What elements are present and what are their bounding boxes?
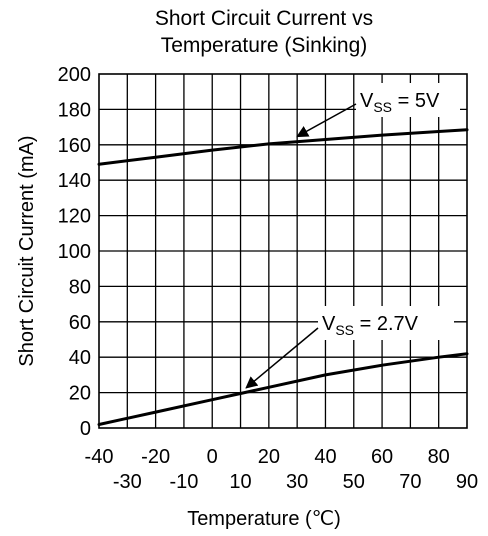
y-tick-label: 60 [69, 312, 91, 334]
y-tick-label: 80 [69, 276, 91, 298]
annotation-arrow [296, 103, 357, 138]
x-tick-label: 20 [258, 446, 280, 468]
y-tick-labels: 0 20 40 60 80 100 120 140 160 180 200 [58, 64, 91, 440]
y-tick-label: 40 [69, 347, 91, 369]
x-tick-labels: -40 -20 0 20 40 60 80 -30 -10 10 30 50 70 90 [85, 446, 479, 493]
y-tick-label: 20 [69, 383, 91, 405]
y-tick-label: 160 [58, 135, 91, 157]
chart-title-line1: Short Circuit Current vs [155, 7, 373, 30]
x-axis-label: Temperature (℃) [187, 508, 341, 530]
x-tick-label: -20 [141, 446, 170, 468]
x-tick-label: -10 [169, 471, 198, 493]
x-tick-label: -40 [85, 446, 114, 468]
x-tick-label: 10 [229, 471, 251, 493]
x-tick-label: 70 [399, 471, 421, 493]
y-axis-label: Short Circuit Current (mA) [16, 135, 38, 366]
x-tick-label: 80 [428, 446, 450, 468]
x-tick-label: 50 [343, 471, 365, 493]
x-tick-label: 0 [207, 446, 218, 468]
series-annotation-label: VSS = 2.7V [322, 313, 419, 338]
series-annotation-label: VSS = 5V [360, 90, 440, 115]
series-annotations: VSS = 5V VSS = 2.7V [245, 83, 460, 389]
y-tick-label: 0 [80, 418, 91, 440]
x-tick-label: -30 [113, 471, 142, 493]
plot-frame [98, 73, 468, 429]
series-line-1 [97, 128, 469, 166]
x-tick-label: 60 [371, 446, 393, 468]
y-tick-label: 100 [58, 241, 91, 263]
chart-title-line2: Temperature (Sinking) [161, 34, 368, 57]
annotation-background [318, 306, 454, 340]
series-lines [97, 128, 469, 426]
x-tick-label: 30 [286, 471, 308, 493]
y-tick-label: 140 [58, 170, 91, 192]
y-tick-label: 200 [58, 64, 91, 86]
annotation-arrow [245, 327, 319, 389]
grid [99, 74, 467, 428]
series-line-2 [97, 352, 469, 426]
annotation-background [356, 83, 460, 117]
y-tick-label: 180 [58, 99, 91, 121]
x-tick-label: 90 [456, 471, 478, 493]
y-tick-label: 120 [58, 206, 91, 228]
x-tick-label: 40 [314, 446, 336, 468]
